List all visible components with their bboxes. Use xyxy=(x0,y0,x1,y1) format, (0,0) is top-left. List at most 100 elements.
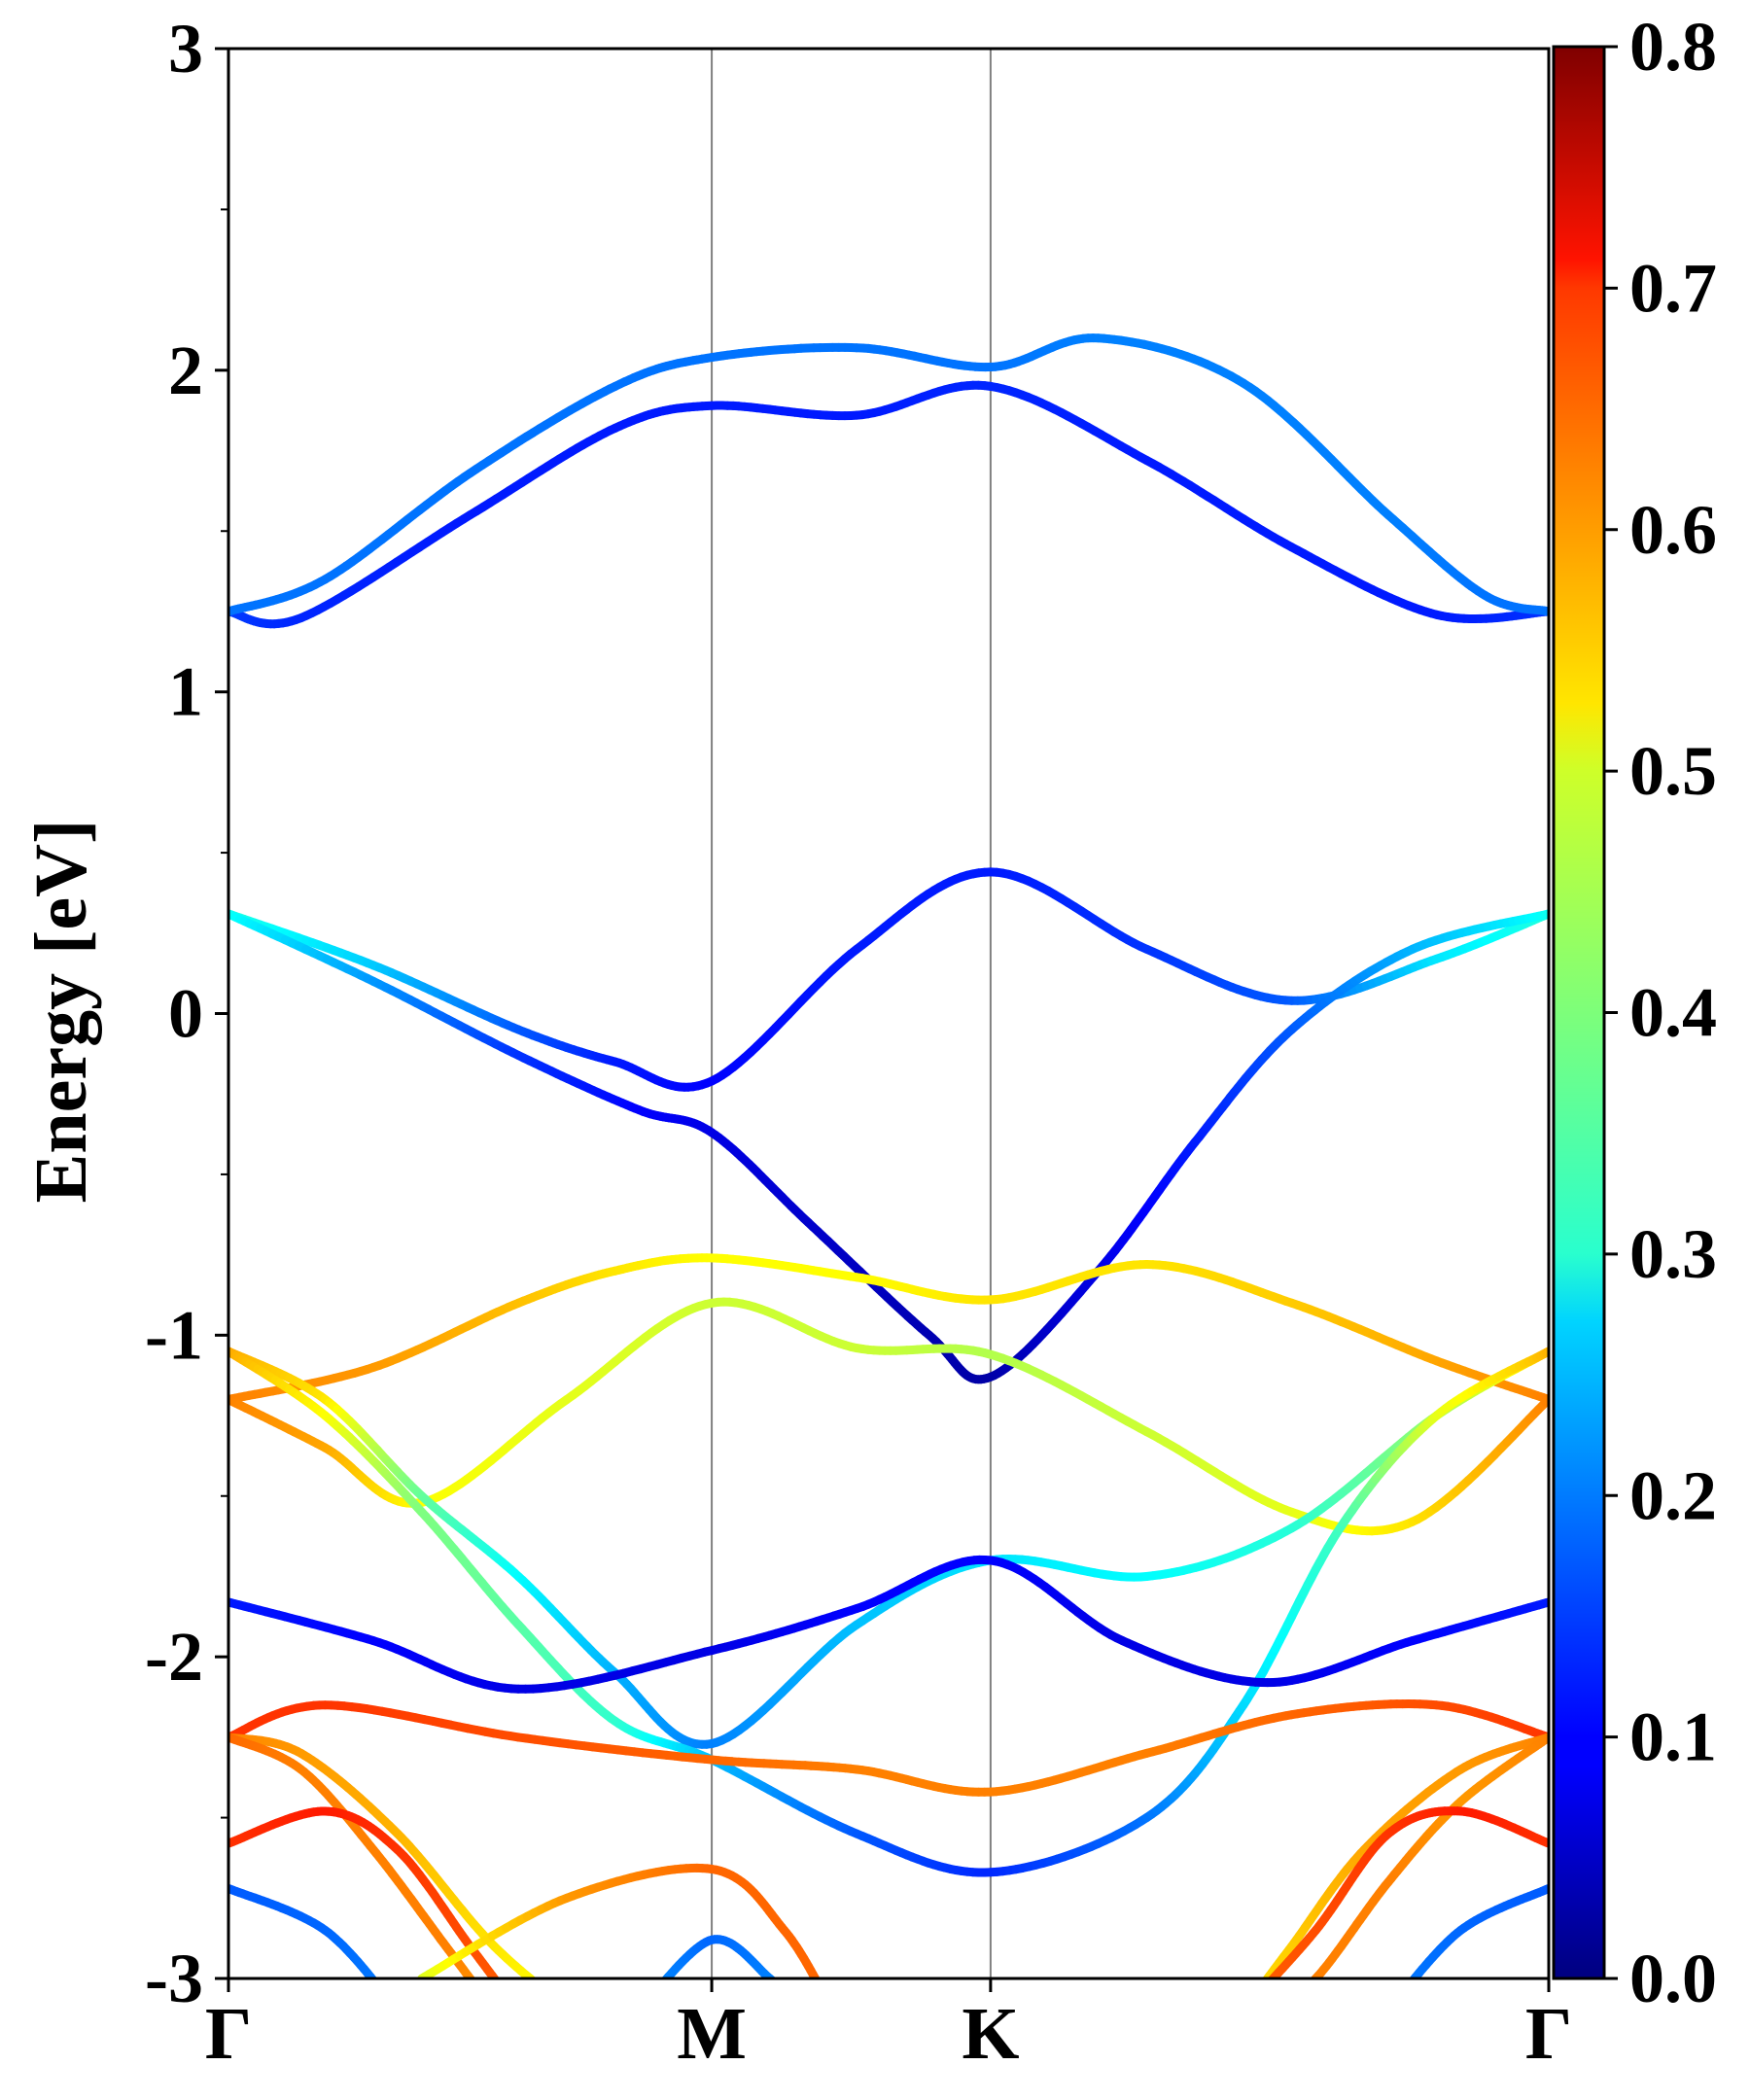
x-tick-label: M xyxy=(677,1993,747,2075)
band-segment xyxy=(796,2008,797,2009)
band-segment xyxy=(652,1992,655,1996)
band-segment xyxy=(493,1977,500,1978)
band-segment xyxy=(1279,2004,1281,2005)
colorbar-tick-label: 0.2 xyxy=(1629,1456,1717,1534)
band-line xyxy=(228,333,1549,616)
plot-frame xyxy=(227,47,1551,1980)
band-segment xyxy=(640,2009,642,2011)
band-segment xyxy=(388,1999,391,2002)
band-line xyxy=(1388,1883,1549,2011)
band-segment xyxy=(548,1994,553,1998)
band-line xyxy=(228,1347,1549,1749)
band-segment xyxy=(377,1984,380,1988)
band-segment xyxy=(798,2010,799,2011)
band-segment xyxy=(643,2005,645,2008)
band-segment xyxy=(791,2001,792,2002)
band-segment xyxy=(783,1991,784,1993)
band-segment xyxy=(586,2023,589,2025)
band-segment xyxy=(1278,2005,1279,2006)
band-segment xyxy=(493,2010,494,2012)
colorbar-tick-label: 0.3 xyxy=(1629,1215,1717,1293)
band-line xyxy=(1244,1732,1549,2010)
band-segment xyxy=(382,1992,385,1996)
band-segment xyxy=(535,1982,540,1986)
band-segment xyxy=(784,1992,785,1994)
band-segment xyxy=(1248,2002,1250,2004)
band-segment xyxy=(583,2021,586,2023)
band-segment xyxy=(660,1976,669,1978)
band-segment xyxy=(482,1995,484,1997)
band-segment xyxy=(645,2002,647,2005)
band-segment xyxy=(831,2009,832,2011)
band-segment xyxy=(1309,1983,1312,1985)
band-segment xyxy=(507,1995,508,1997)
band-segment xyxy=(1247,2005,1249,2007)
high-symmetry-lines xyxy=(711,49,992,1978)
band-line xyxy=(228,1555,1549,1694)
band-segment xyxy=(819,1985,821,1989)
y-tick-label: 3 xyxy=(168,10,203,88)
y-tick-label: -1 xyxy=(145,1296,203,1374)
band-segment xyxy=(789,1999,790,2001)
band-segment xyxy=(396,2009,398,2011)
band-line xyxy=(1243,1806,1549,2011)
band-segment xyxy=(641,2007,643,2009)
band-segment xyxy=(1398,1995,1401,1998)
band-segment xyxy=(508,1998,510,2000)
band-segment xyxy=(787,1996,788,1998)
band-line xyxy=(417,1863,832,2011)
band-segment xyxy=(562,2004,566,2007)
band-segment xyxy=(566,2007,570,2010)
band-line xyxy=(228,1699,1549,1797)
band-segment xyxy=(1304,1988,1307,1990)
band-segment xyxy=(479,1990,481,1993)
x-tick-label: Γ xyxy=(205,1993,252,2075)
band-segment xyxy=(1299,1992,1302,1994)
band-segment xyxy=(1262,1987,1265,1990)
band-segment xyxy=(1245,2006,1246,2008)
band-segment xyxy=(512,2002,514,2004)
band-segment xyxy=(499,1984,501,1987)
colorbar-tick-label: 0.7 xyxy=(1629,249,1717,327)
band-segment xyxy=(1244,2008,1245,2010)
band-segment xyxy=(510,2000,512,2002)
band-segment xyxy=(516,2008,517,2010)
y-tick-label: 1 xyxy=(168,653,203,731)
band-segment xyxy=(822,1992,824,1995)
band-line xyxy=(1269,1732,1549,2011)
band-segment xyxy=(1388,2009,1390,2011)
band-segment xyxy=(513,2004,515,2006)
band-segment xyxy=(1273,2008,1275,2009)
band-segment xyxy=(821,1989,822,1992)
colorbar-tick-label: 0.4 xyxy=(1629,974,1717,1052)
band-line xyxy=(228,1806,517,2010)
band-segment xyxy=(793,2004,794,2005)
band-segment xyxy=(392,2004,394,2007)
band-segment xyxy=(488,2002,490,2004)
band-segment xyxy=(1255,1993,1257,1996)
band-segment xyxy=(1306,1986,1309,1988)
band-segment xyxy=(1247,2004,1249,2006)
band-segment xyxy=(492,2008,493,2010)
band-segment xyxy=(544,1990,549,1994)
band-segment xyxy=(1392,2004,1394,2007)
band-segment xyxy=(395,2007,397,2009)
colorbar-tick-label: 0.1 xyxy=(1629,1698,1717,1776)
band-segment xyxy=(1276,2006,1278,2007)
band-segment xyxy=(1269,2010,1270,2011)
band-segment xyxy=(780,1988,782,1990)
band-lines xyxy=(228,333,1549,2025)
band-segment xyxy=(1254,1997,1257,2000)
band-segment xyxy=(775,1983,777,1985)
colorbar-tick-label: 0.6 xyxy=(1629,491,1717,569)
band-segment xyxy=(1274,2007,1276,2008)
band-segment xyxy=(658,1984,661,1988)
y-axis-ticks: 3 2 1 0 -1 -2 -3 xyxy=(145,10,228,2017)
band-segment xyxy=(1267,1976,1277,1978)
band-line xyxy=(228,380,1549,629)
band-segment xyxy=(1251,2000,1254,2003)
band-segment xyxy=(1243,2009,1245,2011)
band-segment xyxy=(1262,1977,1269,1978)
band-segment xyxy=(1261,1984,1263,1987)
